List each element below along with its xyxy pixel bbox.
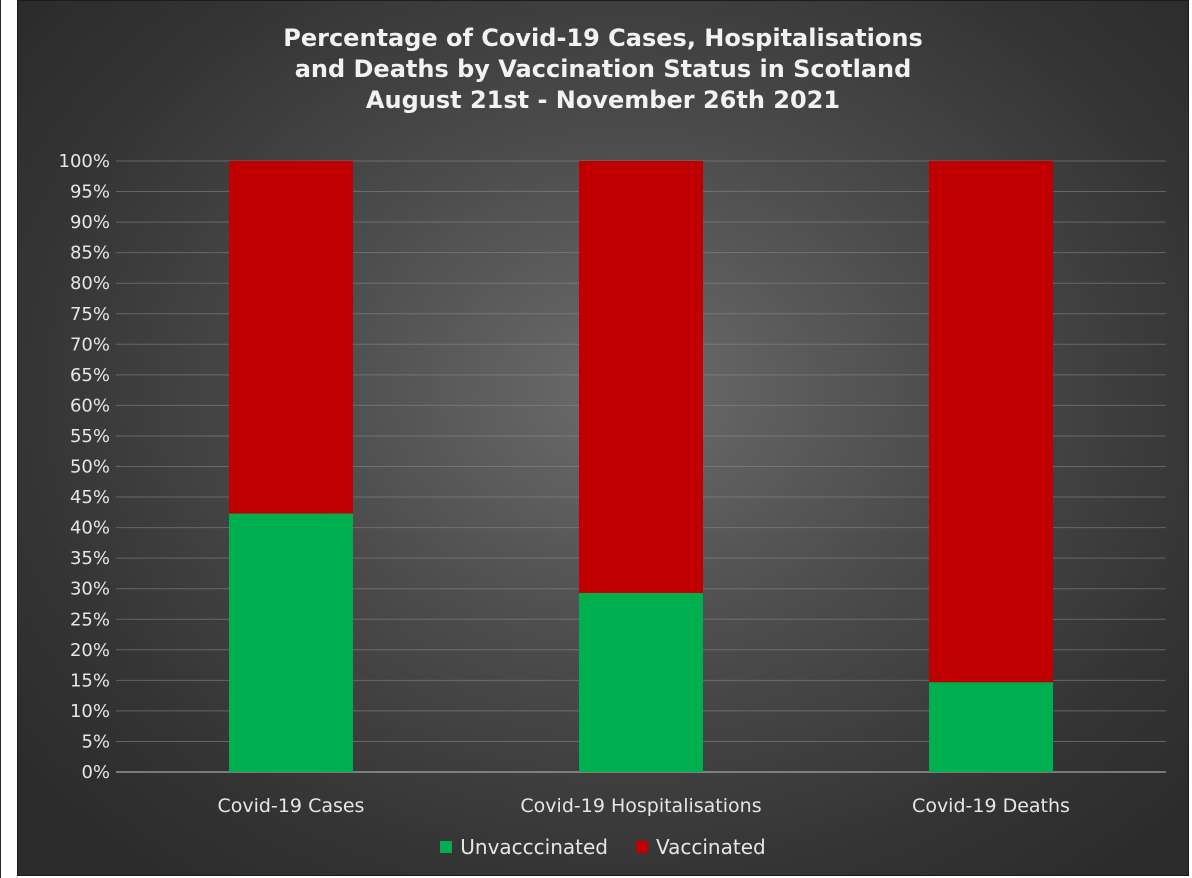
y-tick-label: 0%: [81, 762, 110, 783]
y-tick-label: 20%: [70, 640, 110, 661]
legend-label-vaccinated: Vaccinated: [656, 835, 766, 859]
plot-area: 0% 5% 10% 15% 20% 25% 30% 35% 40% 45% 50% 55% 60% 65%…: [59, 151, 1166, 817]
y-tick-label: 55%: [70, 426, 110, 447]
y-tick-label: 45%: [70, 487, 110, 508]
y-tick-label: 5%: [81, 731, 110, 752]
bar-vaccinated: [229, 161, 353, 514]
y-tick-label: 70%: [70, 334, 110, 355]
legend: Unvacccinated Vaccinated: [18, 835, 1188, 859]
y-tick-label: 15%: [70, 670, 110, 691]
y-tick-label: 100%: [59, 151, 110, 172]
bar-vaccinated: [929, 161, 1053, 683]
chart-title-line-2: and Deaths by Vaccination Status in Scot…: [294, 55, 912, 83]
x-tick-label: Covid-19 Hospitalisations: [520, 795, 761, 817]
y-tick-label: 95%: [70, 182, 110, 203]
chart-frame: Percentage of Covid-19 Cases, Hospitalis…: [17, 0, 1189, 876]
chart-title-line-3: August 21st - November 26th 2021: [365, 86, 841, 114]
y-tick-label: 30%: [70, 579, 110, 600]
chart-title: Percentage of Covid-19 Cases, Hospitalis…: [18, 23, 1188, 116]
bar-unvacccinated: [929, 682, 1053, 772]
bar-unvacccinated: [229, 513, 353, 772]
y-tick-label: 90%: [70, 212, 110, 233]
legend-swatch-vaccinated: [636, 841, 648, 853]
legend-item-vaccinated: Vaccinated: [636, 835, 766, 859]
legend-label-unvaccinated: Unvacccinated: [460, 835, 608, 859]
bar-unvacccinated: [579, 592, 703, 772]
y-tick-label: 10%: [70, 701, 110, 722]
y-tick-label: 60%: [70, 395, 110, 416]
chart-title-line-1: Percentage of Covid-19 Cases, Hospitalis…: [283, 24, 923, 52]
y-tick-label: 50%: [70, 457, 110, 478]
y-tick-label: 65%: [70, 365, 110, 386]
legend-swatch-unvaccinated: [440, 841, 453, 853]
x-tick-label: Covid-19 Cases: [218, 795, 365, 817]
x-tick-label: Covid-19 Deaths: [912, 795, 1070, 817]
y-tick-label: 35%: [70, 548, 110, 569]
y-tick-label: 85%: [70, 243, 110, 264]
y-tick-label: 75%: [70, 304, 110, 325]
bar-vaccinated: [579, 161, 703, 593]
y-tick-label: 40%: [70, 518, 110, 539]
legend-item-unvaccinated: Unvacccinated: [440, 835, 608, 859]
page-left-rule: [0, 0, 1, 878]
y-tick-label: 25%: [70, 609, 110, 630]
y-tick-label: 80%: [70, 273, 110, 294]
